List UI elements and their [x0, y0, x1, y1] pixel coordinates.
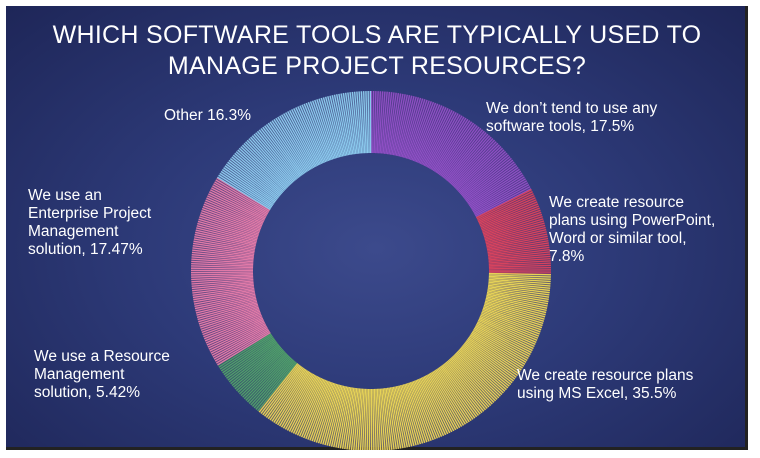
slice-label-no-tools-line-2: software tools, 17.5% [486, 118, 635, 135]
chart-title: WHICH SOFTWARE TOOLS ARE TYPICALLY USED … [6, 20, 748, 82]
chart-panel: WHICH SOFTWARE TOOLS ARE TYPICALLY USED … [6, 6, 748, 450]
slice-label-no-tools-line-1: We don’t tend to use any [486, 100, 658, 117]
slice-label-resource-mgmt: We use a Resource Management solution, 5… [34, 348, 170, 402]
slice-label-other-line-1: Other 16.3% [164, 107, 252, 124]
chart-title-line-1: WHICH SOFTWARE TOOLS ARE TYPICALLY USED … [52, 21, 702, 49]
slice-no-tools [370, 90, 532, 218]
slice-label-enterprise-pm-line-3: Management [28, 223, 119, 240]
slice-label-powerpoint-line-1: We create resource [549, 194, 684, 211]
slice-label-enterprise-pm-line-1: We use an [28, 187, 102, 204]
slice-label-resource-mgmt-line-2: Management [34, 366, 125, 383]
slice-excel [257, 272, 551, 450]
slice-label-powerpoint-line-3: Word or similar tool, [549, 230, 687, 247]
slice-label-excel: We create resource plans using MS Excel,… [517, 367, 693, 403]
slice-label-other: Other 16.3% [164, 107, 251, 125]
slice-label-resource-mgmt-line-3: solution, 5.42% [34, 384, 140, 401]
slice-enterprise-pm [190, 177, 271, 366]
slice-label-enterprise-pm-line-4: solution, 17.47% [28, 241, 143, 258]
slice-label-no-tools: We don’t tend to use any software tools,… [486, 100, 657, 136]
slice-label-powerpoint-line-4: 7.8% [549, 248, 585, 265]
slice-label-enterprise-pm-line-2: Enterprise Project [28, 205, 152, 222]
slice-label-powerpoint-line-2: plans using PowerPoint, [549, 212, 716, 229]
slice-label-powerpoint: We create resource plans using PowerPoin… [549, 194, 715, 266]
slice-label-enterprise-pm: We use an Enterprise Project Management … [28, 187, 151, 259]
chart-title-line-2: MANAGE PROJECT RESOURCES? [167, 52, 587, 80]
slice-other [217, 90, 372, 211]
slice-label-resource-mgmt-line-1: We use a Resource [34, 348, 170, 365]
donut-chart [190, 90, 552, 450]
slice-label-excel-line-1: We create resource plans [517, 367, 694, 384]
slice-label-excel-line-2: using MS Excel, 35.5% [517, 385, 677, 402]
